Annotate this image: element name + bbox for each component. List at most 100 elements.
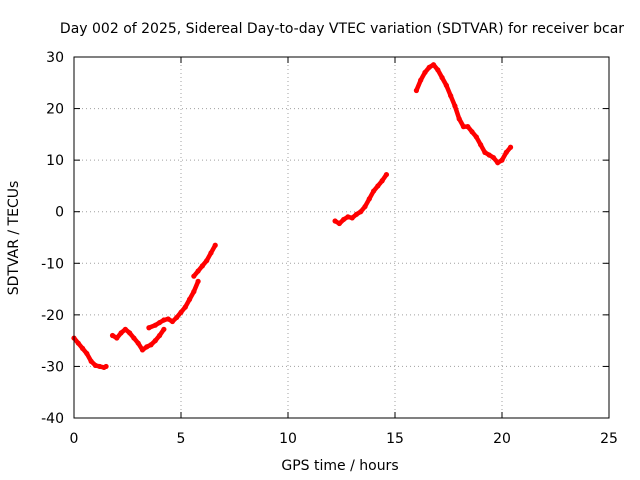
x-tick-label: 15 [386,431,404,447]
data-point [109,332,116,339]
data-point [92,362,98,368]
data-point [371,188,377,194]
data-point [503,149,509,156]
data-point [191,289,197,295]
data-point [418,77,424,83]
data-point [332,218,338,224]
data-point [195,278,201,284]
data-point [499,157,505,163]
data-point [345,214,351,220]
data-point [114,335,120,341]
data-point [127,330,133,336]
data-point [413,87,419,94]
data-point [135,340,141,346]
x-tick-label: 0 [70,431,79,447]
data-point [157,319,163,326]
data-point [174,314,180,321]
data-point [157,332,163,339]
data-point [103,363,109,370]
data-point [452,103,458,109]
data-point [465,124,471,130]
data-point [204,258,210,264]
x-tick-label: 20 [493,431,511,447]
data-point [118,330,124,336]
y-tick-label: 10 [46,153,64,169]
data-point [199,263,205,269]
data-point [490,154,497,161]
data-point [84,350,90,357]
data-point [507,144,514,150]
data-point [208,250,214,256]
data-point [341,216,347,223]
grid-lines [74,57,609,418]
data-point [161,317,167,323]
data-point [353,211,360,217]
data-point [426,64,432,70]
y-tick-label: -20 [41,308,64,324]
data-point [430,62,437,68]
data-point [383,171,390,178]
data-point [97,363,103,370]
data-point [448,93,454,99]
x-tick-label: 25 [600,431,618,447]
data-segment-6 [413,62,514,166]
data-point [473,134,479,140]
data-point [482,149,488,156]
data-point [212,242,218,248]
data-point [148,342,154,348]
y-tick-label: -10 [41,256,64,272]
x-tick-label: 5 [177,431,186,447]
y-tick-label: -30 [41,359,64,375]
data-segment-5 [332,171,390,227]
data-point [191,273,197,279]
data-point [186,296,193,302]
y-tick-label: 0 [55,205,64,221]
data-point [139,347,146,353]
data-point [75,340,81,346]
data-segment-4 [191,242,218,279]
data-point [182,304,188,310]
data-point [144,344,150,350]
y-tick-label: -40 [41,411,64,427]
data-point [122,326,128,332]
data-point [146,325,152,331]
data-point [358,209,364,215]
data-point [439,75,445,81]
data-point [443,82,449,88]
data-segment-3 [146,278,201,331]
data-point [79,345,86,351]
data-point [486,152,492,158]
data-segment-2 [109,326,167,353]
plot-area-border [73,56,610,419]
data-point [460,124,467,130]
data-point [435,67,441,73]
data-point [366,196,372,202]
data-point [422,69,428,76]
data-point [161,326,167,332]
data-point [88,358,94,364]
data-point [375,183,381,189]
x-tick-label: 10 [279,431,297,447]
data-point [169,318,176,325]
data-point [469,129,475,135]
data-point [478,142,484,148]
data-point [152,322,158,328]
axis-ticks: 0 5 10 15 20 25 -40 -30 -20 -10 0 10 20 30 [41,50,618,447]
x-axis-label: GPS time / hours [281,458,398,474]
y-axis-label: SDTVAR / TECUs [6,181,22,296]
data-point [349,215,355,221]
data-point [195,268,201,274]
y-tick-label: 20 [46,102,64,118]
data-points [71,62,514,371]
data-point [495,160,501,166]
data-point [379,178,385,184]
data-point [165,316,171,322]
y-tick-label: 30 [46,50,64,66]
data-point [336,220,342,227]
data-segment-1 [71,335,109,371]
data-trace [414,62,513,165]
data-point [178,309,184,315]
data-point [131,335,137,341]
chart-title: Day 002 of 2025, Sidereal Day-to-day VTE… [60,21,624,37]
